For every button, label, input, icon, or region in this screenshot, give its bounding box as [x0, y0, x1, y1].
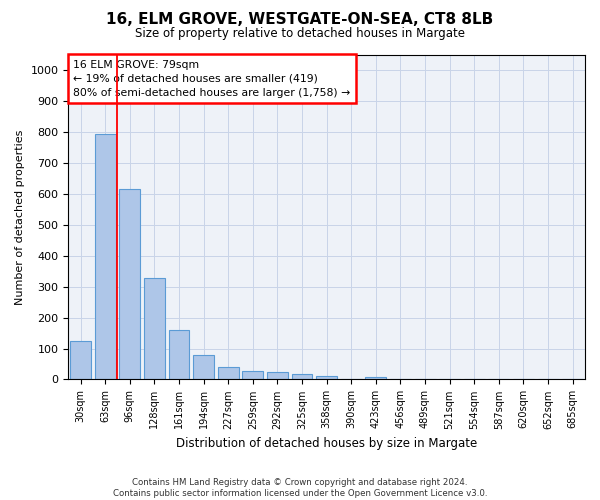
Text: 16, ELM GROVE, WESTGATE-ON-SEA, CT8 8LB: 16, ELM GROVE, WESTGATE-ON-SEA, CT8 8LB: [106, 12, 494, 28]
Bar: [169, 330, 190, 380]
X-axis label: Distribution of detached houses by size in Margate: Distribution of detached houses by size …: [176, 437, 477, 450]
Y-axis label: Number of detached properties: Number of detached properties: [15, 130, 25, 305]
Bar: [242, 371, 263, 380]
Text: 16 ELM GROVE: 79sqm
← 19% of detached houses are smaller (419)
80% of semi-detac: 16 ELM GROVE: 79sqm ← 19% of detached ho…: [73, 60, 350, 98]
Bar: [193, 356, 214, 380]
Bar: [316, 376, 337, 380]
Bar: [292, 374, 313, 380]
Bar: [218, 367, 239, 380]
Bar: [144, 278, 165, 380]
Text: Size of property relative to detached houses in Margate: Size of property relative to detached ho…: [135, 28, 465, 40]
Bar: [119, 190, 140, 380]
Bar: [267, 372, 288, 380]
Text: Contains HM Land Registry data © Crown copyright and database right 2024.
Contai: Contains HM Land Registry data © Crown c…: [113, 478, 487, 498]
Bar: [365, 377, 386, 380]
Bar: [70, 341, 91, 380]
Bar: [95, 134, 116, 380]
